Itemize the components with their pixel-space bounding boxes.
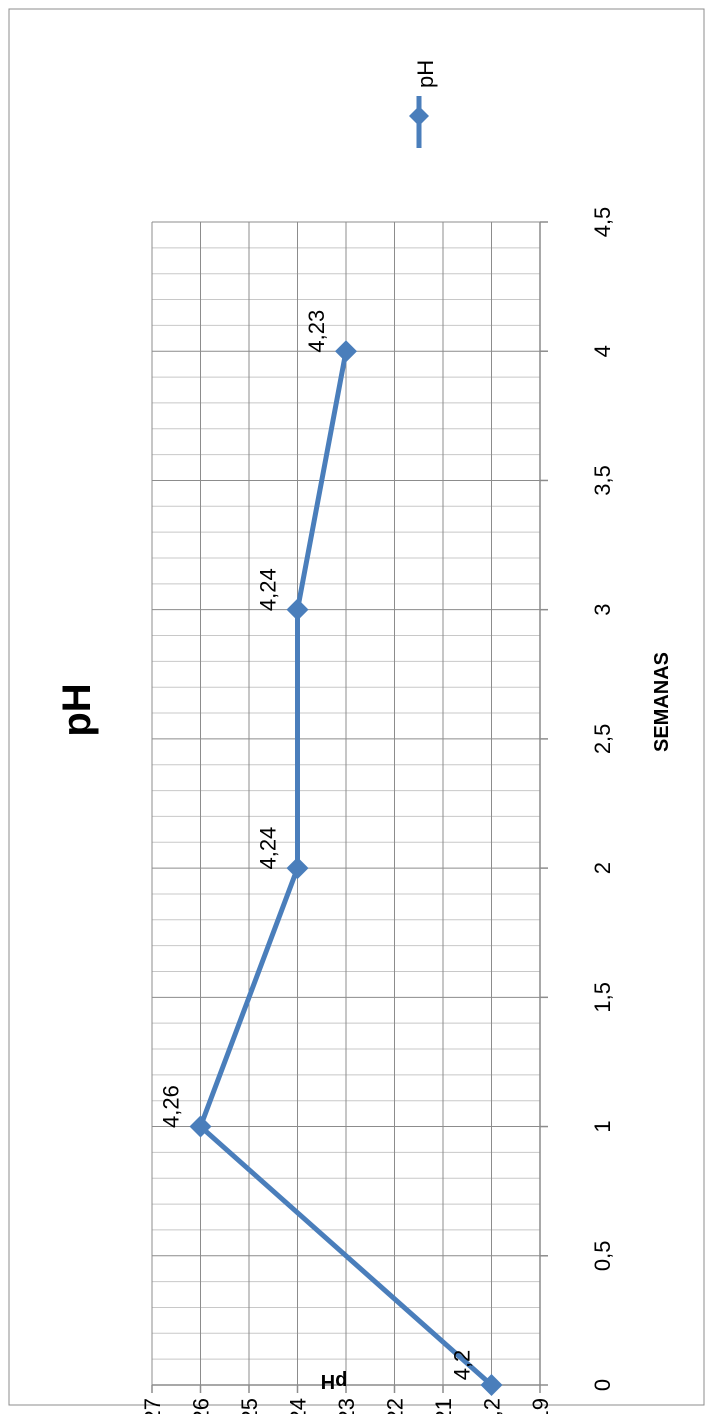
value-tick-label: 4,25	[237, 1398, 262, 1414]
value-tick-label: 4,23	[334, 1398, 359, 1414]
data-point-marker	[480, 1374, 503, 1396]
x-axis-title: SEMANAS	[651, 652, 673, 752]
value-tick-label: 4,26	[189, 1398, 214, 1414]
data-point-marker	[335, 340, 357, 363]
weeks-tick-label: 3	[590, 604, 615, 616]
weeks-tick-label: 3,5	[590, 465, 615, 496]
data-point-marker	[286, 857, 309, 880]
weeks-tick-label: 4,5	[590, 207, 615, 238]
value-tick-label: 4,27	[140, 1398, 165, 1414]
weeks-tick-label: 4	[590, 345, 615, 357]
data-label: 4,23	[304, 310, 329, 353]
chart-title: pH	[55, 683, 99, 736]
value-tick-label: 4,2	[480, 1398, 505, 1414]
legend: pH	[409, 60, 438, 148]
value-tick-label: 4,22	[383, 1398, 408, 1414]
weeks-tick-label: 1,5	[590, 982, 615, 1013]
weeks-tick-label: 1	[590, 1120, 615, 1132]
weeks-tick-label: 0,5	[590, 1240, 615, 1271]
data-label: 4,24	[256, 827, 281, 870]
data-point-marker	[286, 598, 309, 621]
plot-grid	[151, 221, 541, 1386]
value-tick-label: 4,21	[431, 1398, 456, 1414]
y-axis-title: pH	[321, 1370, 348, 1392]
chart-border	[8, 8, 705, 1406]
data-label: 4,24	[256, 568, 281, 611]
series-ph: 4,2 4,26 4,24 4,24 4,23	[159, 310, 503, 1396]
data-label: 4,2	[450, 1350, 475, 1381]
legend-marker	[409, 106, 429, 126]
data-point-marker	[189, 1115, 212, 1138]
value-tick-label: 4,19	[528, 1398, 553, 1414]
data-label: 4,26	[159, 1085, 184, 1128]
value-tick-label: 4,24	[286, 1398, 311, 1414]
legend-label: pH	[413, 60, 438, 88]
weeks-tick-label: 2	[590, 862, 615, 874]
weeks-tick-label: 0	[590, 1379, 615, 1391]
weeks-tick-label: 2,5	[590, 724, 615, 755]
